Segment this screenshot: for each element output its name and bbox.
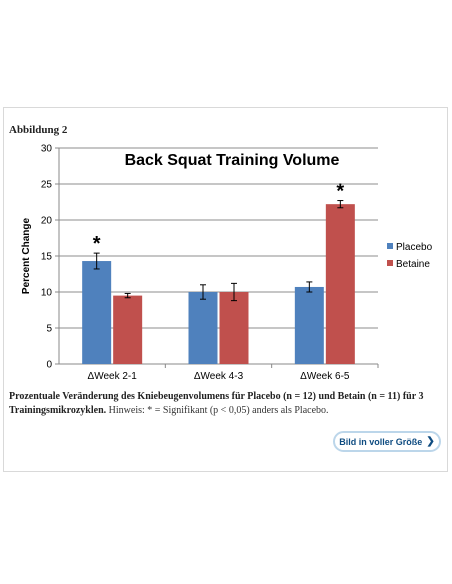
y-tick-label: 10 xyxy=(41,288,53,299)
legend-label-betaine: Betaine xyxy=(396,259,430,270)
full-size-image-button[interactable]: Bild in voller Größe ❯ xyxy=(333,431,441,452)
x-tick-label: ΔWeek 4-3 xyxy=(194,371,244,382)
x-tick-label: ΔWeek 2-1 xyxy=(88,371,138,382)
caption-bold: Prozentuale Veränderung des Kniebeugenvo… xyxy=(9,391,424,416)
figure-card xyxy=(3,107,448,472)
legend-swatch-placebo xyxy=(387,243,393,249)
figure-caption: Prozentuale Veränderung des Kniebeugenvo… xyxy=(9,390,441,418)
y-axis-label: Percent Change xyxy=(21,217,32,294)
chevron-right-icon: ❯ xyxy=(426,436,435,447)
bar-betaine xyxy=(219,292,249,364)
y-tick-label: 30 xyxy=(41,144,53,155)
significance-marker: * xyxy=(93,233,101,255)
bar-placebo xyxy=(188,292,218,364)
full-size-label: Bild in voller Größe xyxy=(339,436,423,447)
bar-betaine xyxy=(325,204,355,364)
y-tick-label: 25 xyxy=(41,180,53,191)
significance-marker: * xyxy=(336,181,344,203)
x-tick-label: ΔWeek 6-5 xyxy=(300,371,350,382)
figure-label: Abbildung 2 xyxy=(9,124,68,136)
chart-title: Back Squat Training Volume xyxy=(125,152,340,169)
legend-label-placebo: Placebo xyxy=(396,242,433,253)
y-tick-label: 15 xyxy=(41,252,53,263)
bar-placebo xyxy=(294,286,324,364)
caption-note: Hinweis: * = Signifikant (p < 0,05) ande… xyxy=(106,405,329,416)
bar-chart: Back Squat Training Volume 0 5 10 15 20 25 30 Pe… xyxy=(21,144,433,383)
bar-betaine xyxy=(113,295,143,364)
y-tick-label: 5 xyxy=(46,324,52,335)
y-tick-label: 0 xyxy=(46,360,52,371)
legend-swatch-betaine xyxy=(387,260,393,266)
y-tick-label: 20 xyxy=(41,216,53,227)
bar-placebo xyxy=(82,261,112,364)
